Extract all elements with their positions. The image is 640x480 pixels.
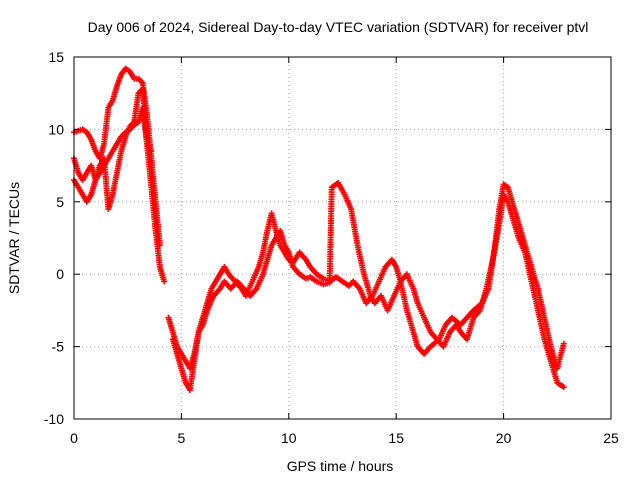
x-tick-label: 25 bbox=[603, 430, 619, 446]
series-E bbox=[170, 180, 567, 393]
y-tick-label: 5 bbox=[56, 194, 64, 210]
points-layer bbox=[71, 66, 567, 393]
y-tick-label: 10 bbox=[48, 121, 64, 137]
series-C bbox=[71, 105, 154, 183]
y-tick-label: 0 bbox=[56, 266, 64, 282]
x-axis-label: GPS time / hours bbox=[287, 458, 394, 474]
y-tick-label: -10 bbox=[44, 411, 64, 427]
y-axis-label: SDTVAR / TECUs bbox=[6, 182, 22, 294]
sdtvar-chart: Day 006 of 2024, Sidereal Day-to-day VTE… bbox=[0, 0, 640, 480]
x-tick-label: 20 bbox=[496, 430, 512, 446]
y-tick-label: -5 bbox=[52, 339, 65, 355]
x-tick-label: 15 bbox=[388, 430, 404, 446]
chart-title: Day 006 of 2024, Sidereal Day-to-day VTE… bbox=[88, 19, 589, 35]
x-tick-label: 5 bbox=[178, 430, 186, 446]
x-tick-label: 10 bbox=[281, 430, 297, 446]
x-tick-label: 0 bbox=[70, 430, 78, 446]
y-tick-label: 15 bbox=[48, 49, 64, 65]
